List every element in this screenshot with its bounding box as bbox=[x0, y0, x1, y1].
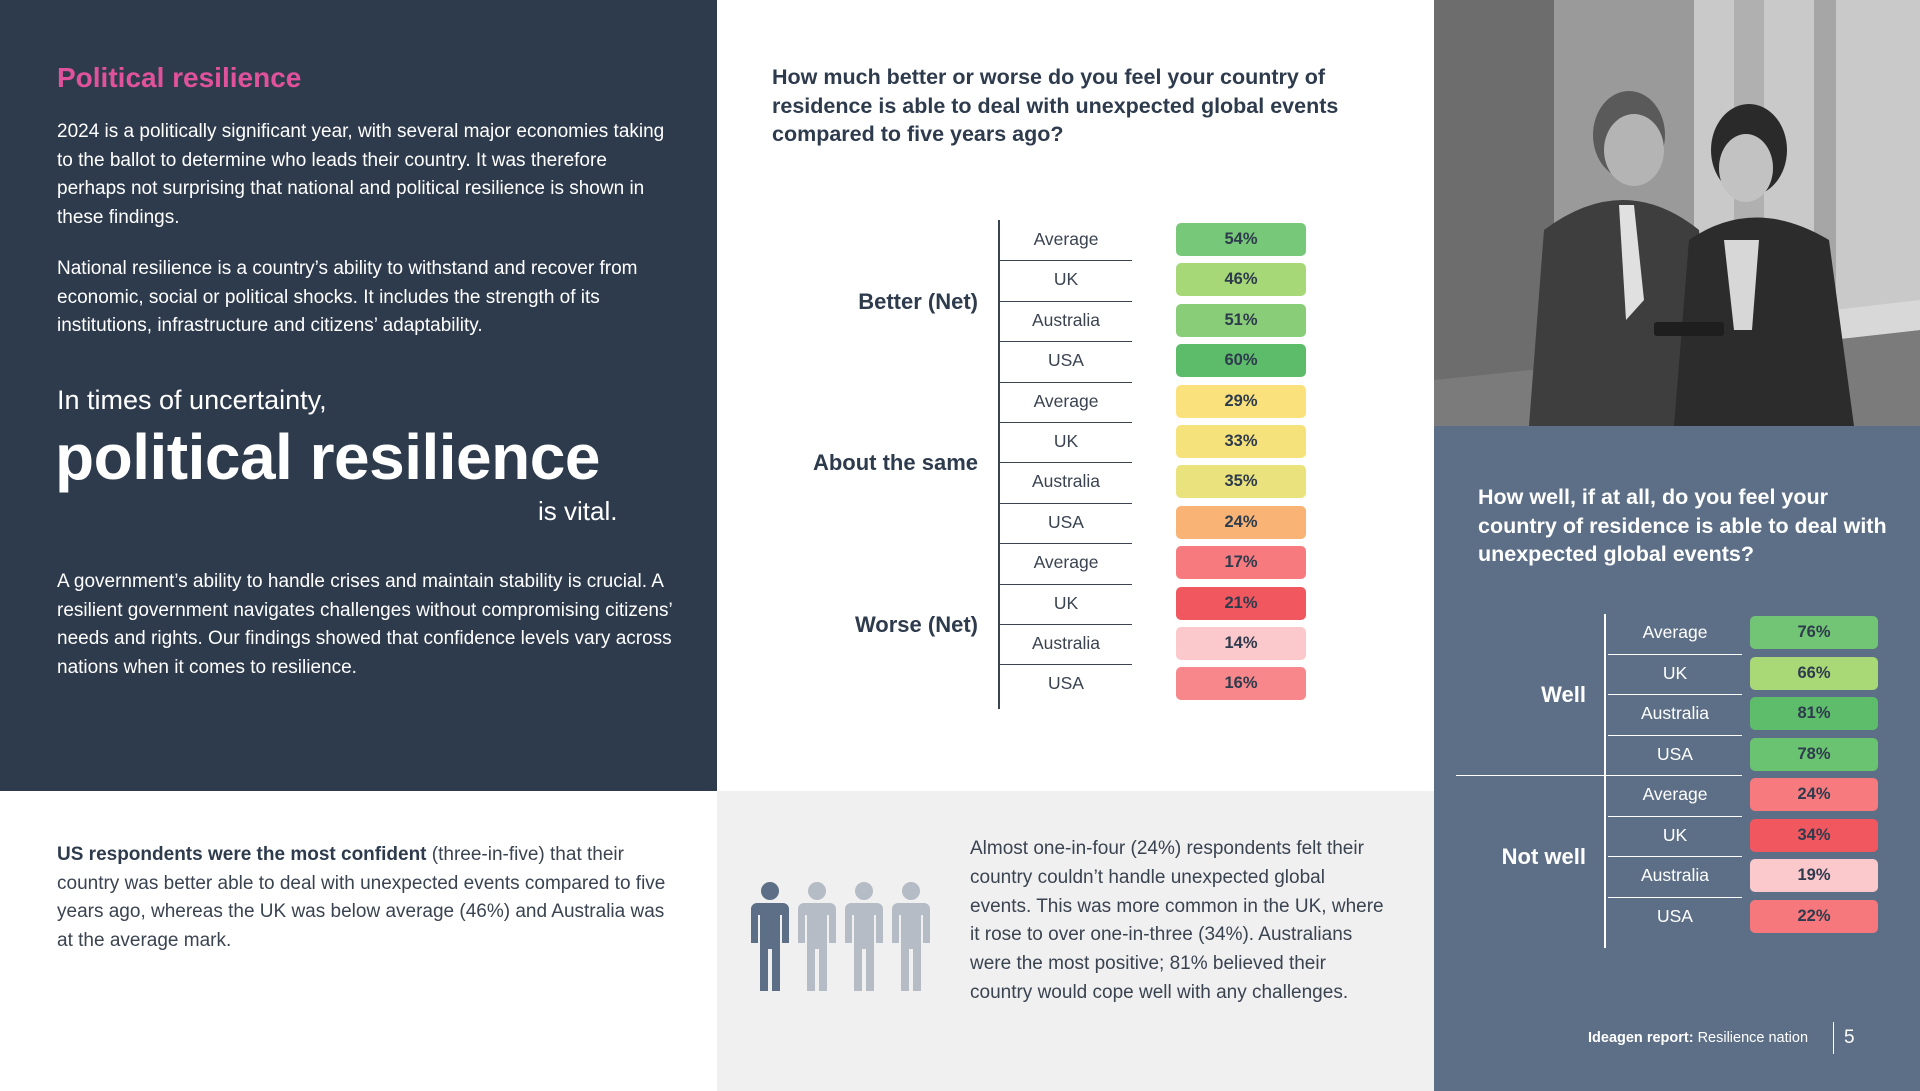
chart1-value-pill: 16% bbox=[1176, 667, 1306, 701]
chart2-row-label: USA bbox=[1657, 743, 1693, 764]
chart2-row-divider bbox=[1608, 775, 1742, 776]
well-notwell-chart: Well Average 76% UK 66% Australia 81% USA 78% Not… bbox=[1434, 426, 1920, 1091]
chart1-row-label: USA bbox=[1048, 673, 1084, 694]
wellness-panel: How well, if at all, do you feel your co… bbox=[1434, 426, 1920, 1091]
chart2-row-label: Australia bbox=[1640, 865, 1710, 885]
chart1-value-pill: 29% bbox=[1176, 384, 1306, 418]
chart2-value-pill: 78% bbox=[1750, 737, 1878, 771]
chart2-row-divider bbox=[1608, 815, 1742, 817]
chart2-row-label: Average bbox=[1642, 622, 1708, 642]
chart2-group-divider bbox=[1456, 775, 1608, 776]
person-icon-light-3 bbox=[892, 882, 930, 991]
page-number: 5 bbox=[1844, 1027, 1855, 1048]
chart2-row-divider bbox=[1608, 734, 1742, 736]
people-group-icon bbox=[751, 881, 933, 996]
chart2-value-pill: 66% bbox=[1750, 656, 1878, 690]
chart2-row-divider bbox=[1608, 694, 1742, 695]
chart1-row-label: USA bbox=[1048, 350, 1084, 371]
intro-paragraph-2: National resilience is a country’s abili… bbox=[57, 258, 638, 336]
chart1-row-divider bbox=[1000, 624, 1132, 625]
footer-report-title: Ideagen report: Resilience nation bbox=[1588, 1030, 1808, 1046]
chart1-question: How much better or worse do you feel you… bbox=[772, 65, 1339, 146]
chart2-row-divider bbox=[1608, 896, 1742, 898]
chart1-row-divider bbox=[1000, 422, 1132, 423]
chart2-value-pill: 24% bbox=[1750, 778, 1878, 811]
findings-callout: Almost one-in-four (24%) respondents fel… bbox=[717, 791, 1434, 1091]
chart1-row-label: UK bbox=[1053, 269, 1079, 290]
chart2-value-pill: 19% bbox=[1750, 859, 1878, 892]
chart1-row-divider bbox=[1000, 502, 1132, 504]
intro-paragraph-1: 2024 is a politically significant year, … bbox=[57, 121, 665, 228]
pull-quote-line-1: In times of uncertainty, bbox=[57, 385, 327, 415]
footer-report-bold: Ideagen report: bbox=[1588, 1030, 1694, 1046]
chart1-row-label: Average bbox=[1033, 229, 1099, 249]
chart1-value-pill: 21% bbox=[1176, 586, 1306, 620]
intro-paragraph-3: A government’s ability to handle crises … bbox=[57, 571, 672, 678]
chart2-value-pill: 34% bbox=[1750, 818, 1878, 852]
chart1-value-pill: 51% bbox=[1176, 303, 1306, 337]
chart1-row-label: UK bbox=[1053, 431, 1079, 451]
chart1-group-label: Better (Net) bbox=[858, 288, 978, 314]
section-title: Political resilience bbox=[57, 62, 302, 93]
chart1-row-label: Average bbox=[1033, 552, 1099, 573]
chart2-row-divider bbox=[1608, 653, 1742, 655]
person-icon-light-1 bbox=[798, 882, 836, 991]
chart1-value-pill: 14% bbox=[1176, 627, 1306, 660]
chart2-group-label: Not well bbox=[1501, 844, 1586, 869]
chart1-row-divider bbox=[1000, 664, 1132, 666]
chart2-value-pill: 81% bbox=[1750, 697, 1878, 730]
chart1-row-divider bbox=[1000, 543, 1132, 545]
pull-quote-headline: political resilience bbox=[55, 421, 600, 493]
findings-callout-text: Almost one-in-four (24%) respondents fel… bbox=[970, 838, 1384, 1003]
better-worse-chart: Better (Net) Average 54% UK 46% Australia 51% U… bbox=[760, 218, 1320, 709]
business-people-photo bbox=[1434, 0, 1920, 426]
chart1-row-divider bbox=[1000, 341, 1132, 343]
chart2-row-divider bbox=[1608, 856, 1742, 857]
chart1-value-pill: 17% bbox=[1176, 546, 1306, 580]
chart2-question: How well, if at all, do you feel your co… bbox=[1478, 485, 1887, 566]
chart1-row-divider bbox=[1000, 462, 1132, 464]
chart1-group-label: Worse (Net) bbox=[854, 612, 978, 637]
chart1-axis-line bbox=[998, 220, 1000, 709]
chart1-value-pill: 33% bbox=[1176, 425, 1306, 458]
footer-report-name: Resilience nation bbox=[1693, 1030, 1809, 1046]
chart2-row-label: UK bbox=[1662, 662, 1688, 683]
footer-divider bbox=[1833, 1022, 1834, 1054]
chart1-row-divider bbox=[1000, 300, 1132, 302]
intro-panel: Political resilience 2024 is a political… bbox=[0, 0, 717, 791]
chart2-row-label: USA bbox=[1657, 905, 1693, 926]
chart2-row-label: Australia bbox=[1640, 703, 1710, 723]
chart1-row-label: UK bbox=[1053, 592, 1079, 613]
chart1-row-divider bbox=[1000, 260, 1132, 262]
chart1-value-pill: 24% bbox=[1176, 505, 1306, 539]
chart1-row-label: Average bbox=[1033, 390, 1099, 411]
chart1-row-label: Australia bbox=[1031, 633, 1101, 653]
us-findings-bold: US respondents were the most confident bbox=[57, 844, 427, 865]
chart2-group-label: Well bbox=[1541, 682, 1586, 707]
chart1-value-pill: 46% bbox=[1176, 263, 1306, 297]
chart2-value-pill: 22% bbox=[1750, 899, 1878, 933]
chart1-value-pill: 60% bbox=[1176, 344, 1306, 378]
chart1-value-pill: 54% bbox=[1176, 223, 1306, 256]
chart1-group-label: About the same bbox=[812, 450, 978, 476]
pull-quote-line-3: is vital. bbox=[538, 496, 618, 526]
chart1-value-pill: 35% bbox=[1176, 465, 1306, 499]
chart2-axis-line bbox=[1604, 614, 1606, 948]
us-findings-rest: (three-in-five) that their country was b… bbox=[57, 844, 666, 951]
us-findings-text: US respondents were the most confident (… bbox=[57, 841, 677, 955]
chart1-row-divider bbox=[1000, 583, 1132, 585]
chart1-row-divider bbox=[1000, 381, 1132, 383]
chart1-row-label: Australia bbox=[1031, 471, 1101, 492]
chart1-row-label: Australia bbox=[1031, 309, 1101, 330]
chart2-row-label: UK bbox=[1662, 824, 1688, 845]
person-icon-light-2 bbox=[845, 882, 883, 991]
person-icon-dark bbox=[751, 882, 789, 991]
chart1-row-label: USA bbox=[1048, 511, 1084, 532]
chart2-value-pill: 76% bbox=[1750, 616, 1878, 649]
chart2-row-label: Average bbox=[1642, 784, 1708, 804]
